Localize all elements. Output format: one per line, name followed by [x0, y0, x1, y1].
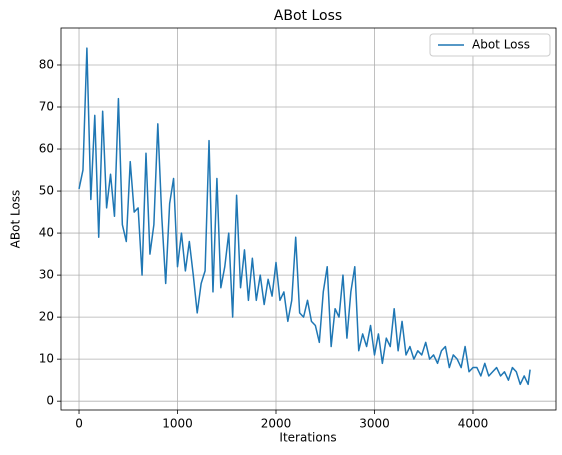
y-tick-label: 70	[39, 100, 54, 114]
x-axis-label: Iterations	[279, 431, 336, 445]
y-tick-label: 0	[46, 394, 54, 408]
line	[78, 47, 531, 386]
y-tick-label: 10	[39, 352, 54, 366]
y-tick-label: 80	[39, 57, 54, 71]
x-tick-label: 3000	[359, 417, 390, 431]
plot-frame	[60, 27, 557, 411]
x-tick-label: 1000	[162, 417, 193, 431]
legend-box	[429, 33, 551, 57]
y-tick-label: 40	[39, 226, 54, 240]
y-tick-label: 30	[39, 268, 54, 282]
y-tick-label: 60	[39, 142, 54, 156]
y-axis-label: ABot Loss	[9, 190, 23, 249]
x-tick-label: 0	[75, 417, 83, 431]
y-tick-label: 20	[39, 310, 54, 324]
y-tick-label: 50	[39, 184, 54, 198]
legend-label: Abot Loss	[472, 38, 530, 52]
chart-title: ABot Loss	[274, 8, 342, 24]
x-tick-label: 4000	[458, 417, 489, 431]
x-tick-label: 2000	[261, 417, 292, 431]
